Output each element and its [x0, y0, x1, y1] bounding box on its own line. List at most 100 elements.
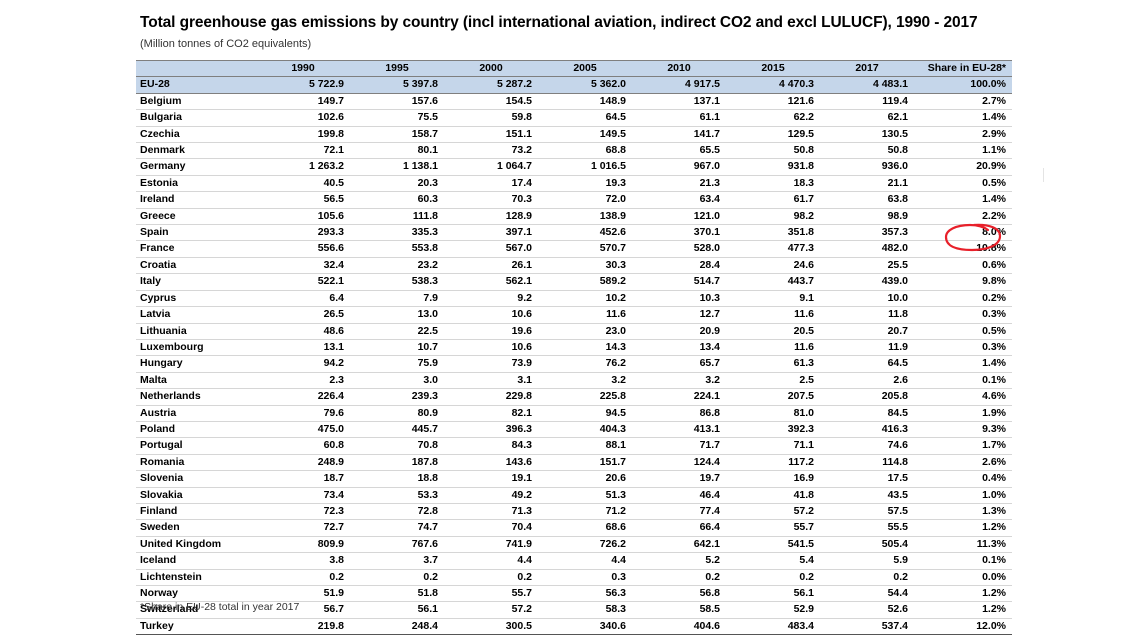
header-year: 2005	[538, 59, 632, 78]
value-cell: 225.8	[538, 388, 632, 406]
value-cell: 70.8	[350, 437, 444, 455]
value-cell: 4 917.5	[632, 76, 726, 94]
value-cell: 4.4	[538, 552, 632, 570]
value-cell: 23.0	[538, 323, 632, 340]
value-cell: 20.6	[538, 470, 632, 488]
table-row: France 556.6 553.8 567.0 570.7 528.0 477.3 482.…	[136, 240, 1012, 258]
value-cell: 19.7	[632, 470, 726, 488]
value-cell: 0.2	[726, 569, 820, 587]
value-cell: 114.8	[820, 454, 914, 472]
value-cell: 65.7	[632, 355, 726, 373]
value-cell: 219.8	[256, 618, 350, 636]
value-cell: 483.4	[726, 618, 820, 636]
value-cell: 6.4	[256, 290, 350, 308]
value-cell: 5.9	[820, 552, 914, 570]
value-cell: 392.3	[726, 421, 820, 439]
share-cell: 0.6%	[914, 257, 1012, 275]
table-row: Netherlands 226.4 239.3 229.8 225.8 224.1 207.…	[136, 388, 1012, 406]
value-cell: 5 722.9	[256, 76, 350, 94]
value-cell: 11.6	[726, 306, 820, 324]
value-cell: 21.1	[820, 175, 914, 193]
value-cell: 0.2	[820, 569, 914, 587]
value-cell: 4.4	[444, 552, 538, 570]
table-row-eu28: EU-28 5 722.9 5 397.8 5 287.2 5 362.0 4 917.5…	[136, 76, 1012, 94]
value-cell: 404.6	[632, 618, 726, 636]
share-cell: 4.6%	[914, 388, 1012, 406]
value-cell: 741.9	[444, 536, 538, 554]
table-row: Germany 1 263.2 1 138.1 1 064.7 1 016.5 967.0…	[136, 158, 1012, 176]
value-cell: 48.6	[256, 323, 350, 340]
value-cell: 130.5	[820, 126, 914, 144]
share-cell: 1.4%	[914, 191, 1012, 209]
value-cell: 522.1	[256, 273, 350, 291]
share-cell: 1.9%	[914, 405, 1012, 422]
value-cell: 20.5	[726, 323, 820, 340]
value-cell: 80.1	[350, 142, 444, 160]
value-cell: 452.6	[538, 224, 632, 242]
value-cell: 4 483.1	[820, 76, 914, 94]
value-cell: 10.2	[538, 290, 632, 308]
country-cell: EU-28	[136, 76, 256, 94]
value-cell: 74.7	[350, 519, 444, 537]
value-cell: 71.2	[538, 503, 632, 521]
share-cell: 9.3%	[914, 421, 1012, 439]
value-cell: 57.2	[726, 503, 820, 521]
value-cell: 73.9	[444, 355, 538, 373]
value-cell: 51.3	[538, 487, 632, 504]
value-cell: 68.8	[538, 142, 632, 160]
country-cell: Czechia	[136, 126, 256, 144]
value-cell: 26.5	[256, 306, 350, 324]
country-cell: Bulgaria	[136, 109, 256, 127]
value-cell: 40.5	[256, 175, 350, 193]
value-cell: 63.8	[820, 191, 914, 209]
table-row: Italy 522.1 538.3 562.1 589.2 514.7 443.7 439.0…	[136, 273, 1012, 291]
value-cell: 55.5	[820, 519, 914, 537]
value-cell: 61.7	[726, 191, 820, 209]
value-cell: 23.2	[350, 257, 444, 275]
value-cell: 56.1	[726, 585, 820, 603]
footnote: *Share in EU-28 total in year 2017	[140, 601, 300, 613]
red-circle-annotation	[944, 223, 1002, 252]
value-cell: 1 016.5	[538, 158, 632, 176]
country-cell: United Kingdom	[136, 536, 256, 554]
value-cell: 58.3	[538, 601, 632, 619]
value-cell: 129.5	[726, 126, 820, 144]
country-cell: Portugal	[136, 437, 256, 455]
value-cell: 537.4	[820, 618, 914, 636]
value-cell: 11.8	[820, 306, 914, 324]
value-cell: 72.7	[256, 519, 350, 537]
value-cell: 154.5	[444, 93, 538, 111]
value-cell: 98.2	[726, 208, 820, 226]
table-row: Belgium 149.7 157.6 154.5 148.9 137.1 121.6 119…	[136, 93, 1012, 111]
share-cell: 0.3%	[914, 339, 1012, 357]
share-cell: 1.0%	[914, 487, 1012, 504]
share-cell: 0.2%	[914, 290, 1012, 308]
value-cell: 3.2	[538, 372, 632, 390]
value-cell: 10.3	[632, 290, 726, 308]
value-cell: 43.5	[820, 487, 914, 504]
value-cell: 413.1	[632, 421, 726, 439]
value-cell: 26.1	[444, 257, 538, 275]
value-cell: 58.5	[632, 601, 726, 619]
value-cell: 50.8	[820, 142, 914, 160]
header-year: 2017	[820, 59, 914, 78]
share-cell: 1.7%	[914, 437, 1012, 455]
table-row: Switzerland 56.7 56.1 57.2 58.3 58.5 52.9 52.6 1…	[136, 601, 1012, 619]
country-cell: Greece	[136, 208, 256, 226]
value-cell: 141.7	[632, 126, 726, 144]
country-cell: Denmark	[136, 142, 256, 160]
value-cell: 17.4	[444, 175, 538, 193]
value-cell: 137.1	[632, 93, 726, 111]
table-row: Latvia 26.5 13.0 10.6 11.6 12.7 11.6 11.8 0.3%	[136, 306, 1012, 324]
value-cell: 84.5	[820, 405, 914, 422]
value-cell: 936.0	[820, 158, 914, 176]
value-cell: 553.8	[350, 240, 444, 258]
value-cell: 10.6	[444, 339, 538, 357]
value-cell: 73.4	[256, 487, 350, 504]
share-cell: 1.4%	[914, 109, 1012, 127]
value-cell: 117.2	[726, 454, 820, 472]
emissions-table: 1990 1995 2000 2005 2010 2015 2017 Share in EU-…	[136, 59, 1012, 636]
value-cell: 3.8	[256, 552, 350, 570]
value-cell: 65.5	[632, 142, 726, 160]
value-cell: 11.6	[726, 339, 820, 357]
